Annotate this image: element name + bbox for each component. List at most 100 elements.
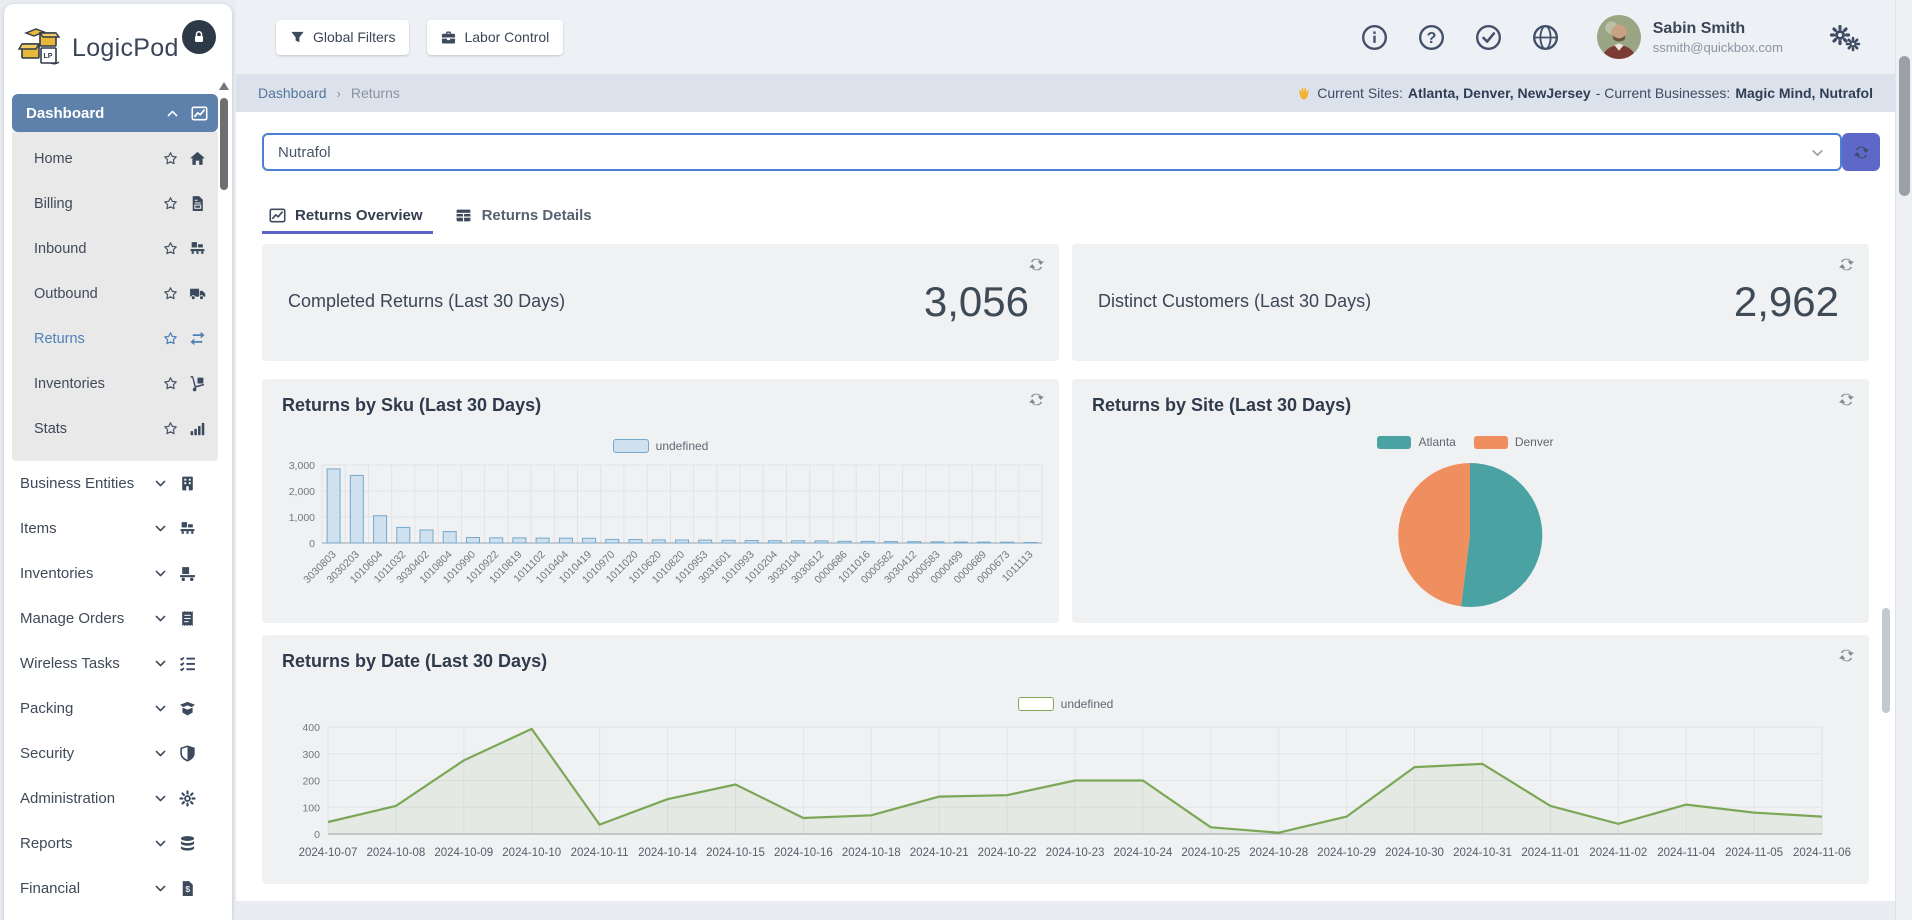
refresh-icon[interactable] [1028, 256, 1045, 273]
legend-label: Denver [1514, 435, 1554, 449]
sites-value: Atlanta, Denver, NewJersey [1407, 85, 1591, 101]
sidebar-item-returns[interactable]: Returns [12, 316, 218, 361]
favorite-star-icon[interactable] [161, 150, 179, 168]
tabs: Returns Overview Returns Details [262, 200, 602, 234]
sku-bar-chart[interactable]: 0 1,000 2,000 3,000 3030803 3030203 1010604 101… [270, 455, 1050, 619]
sidebar-scrollbar[interactable] [218, 82, 230, 920]
svg-text:2024-11-01: 2024-11-01 [1521, 847, 1579, 859]
labor-control-button[interactable]: Labor Control [427, 19, 564, 55]
select-refresh-button[interactable] [1842, 133, 1880, 171]
legend-item[interactable]: undefined [612, 439, 708, 453]
chevron-down-icon [151, 790, 169, 808]
favorite-star-icon[interactable] [161, 330, 179, 348]
user-menu[interactable]: Sabin Smith ssmith@quickbox.com [1596, 15, 1783, 59]
site-chart-legend: Atlanta Denver [1072, 435, 1869, 449]
item-label: Billing [34, 195, 73, 212]
header-right: ? Sabin Smith ssmith@quickbox.com [1361, 15, 1861, 59]
breadcrumb-current: Returns [350, 85, 400, 101]
chevron-down-icon [1808, 143, 1826, 161]
globe-icon[interactable] [1532, 24, 1559, 51]
refresh-icon[interactable] [1838, 391, 1855, 408]
scroll-up-arrow[interactable] [219, 82, 229, 90]
tab-returns-overview[interactable]: Returns Overview [262, 200, 433, 234]
sku-chart-legend: undefined [262, 439, 1059, 453]
refresh-icon[interactable] [1838, 647, 1855, 664]
favorite-star-icon[interactable] [161, 375, 179, 393]
date-chart-legend: undefined [262, 697, 1869, 711]
breadcrumb-parent[interactable]: Dashboard [258, 85, 327, 101]
main-content: Nutrafol Returns Overview Returns Details… [236, 112, 1895, 901]
legend-swatch [1017, 697, 1054, 711]
legend-swatch [1377, 435, 1412, 449]
refresh-icon[interactable] [1838, 256, 1855, 273]
sidebar-item-inventories[interactable]: Inventories [12, 361, 218, 406]
window-scrollbar[interactable] [1895, 0, 1912, 920]
sidebar-item-manage-orders[interactable]: Manage Orders [4, 596, 218, 641]
chart-title: Returns by Site (Last 30 Days) [1092, 395, 1352, 415]
settings-gears-icon[interactable] [1827, 22, 1861, 52]
item-label: Financial [20, 880, 81, 897]
sidebar-item-reports[interactable]: Reports [4, 821, 218, 866]
sidebar-scrollbar-thumb[interactable] [220, 98, 228, 190]
sidebar-item-inbound[interactable]: Inbound [12, 226, 218, 271]
lock-icon[interactable] [182, 20, 216, 54]
item-label: Returns [34, 330, 85, 347]
signal-bars-icon [188, 420, 206, 438]
legend-label: Atlanta [1418, 435, 1456, 449]
dolly-icon [188, 375, 206, 393]
card-distinct-customers: Distinct Customers (Last 30 Days) 2,962 [1072, 244, 1869, 361]
sidebar-item-wireless-tasks[interactable]: Wireless Tasks [4, 641, 218, 686]
svg-text:2024-10-21: 2024-10-21 [910, 847, 969, 859]
window-scrollbar-thumb[interactable] [1899, 56, 1910, 196]
chart-title: Returns by Date (Last 30 Days) [282, 651, 548, 671]
shield-icon [178, 745, 196, 763]
help-icon[interactable]: ? [1418, 24, 1445, 51]
sidebar-item-stats[interactable]: Stats [12, 406, 218, 451]
sidebar-section-dashboard[interactable]: Dashboard [12, 94, 218, 132]
sidebar-item-packing[interactable]: Packing [4, 686, 218, 731]
sidebar-item-financial[interactable]: Financial $ [4, 866, 218, 911]
svg-text:?: ? [1426, 28, 1436, 46]
sidebar-item-items[interactable]: Items [4, 506, 218, 551]
legend-item-atlanta[interactable]: Atlanta [1377, 435, 1456, 449]
check-circle-icon[interactable] [1475, 24, 1502, 51]
favorite-star-icon[interactable] [161, 240, 179, 258]
sidebar-item-outbound[interactable]: Outbound [12, 271, 218, 316]
sidebar-item-business-entities[interactable]: Business Entities [4, 461, 218, 506]
submenu-dashboard: Home Billing Inbound Outbound Returns Invento… [12, 132, 218, 461]
businesses-value: Magic Mind, Nutrafol [1735, 85, 1873, 101]
favorite-star-icon[interactable] [161, 195, 179, 213]
chart-line-icon [268, 207, 286, 225]
business-select[interactable]: Nutrafol [262, 133, 1842, 171]
site-pie-chart[interactable] [1375, 445, 1565, 623]
favorite-star-icon[interactable] [161, 420, 179, 438]
breadcrumb-bar: Dashboard › Returns Current Sites: Atlan… [236, 74, 1895, 112]
sidebar-item-billing[interactable]: Billing [12, 181, 218, 226]
item-label: Inventories [20, 565, 94, 582]
legend-label: undefined [1060, 697, 1114, 711]
tab-returns-details[interactable]: Returns Details [449, 200, 602, 234]
chevron-down-icon [151, 835, 169, 853]
item-label: Wireless Tasks [20, 655, 120, 672]
content-scrollbar-thumb[interactable] [1882, 608, 1890, 713]
refresh-icon[interactable] [1028, 391, 1045, 408]
favorite-star-icon[interactable] [161, 285, 179, 303]
sidebar-item-home[interactable]: Home [12, 136, 218, 181]
task-list-icon [178, 655, 196, 673]
item-label: Items [20, 520, 57, 537]
item-label: Inventories [34, 375, 105, 392]
date-line-chart[interactable]: 0 100 200 300 400 2024-10-07 2024-10-08 2024-10… [272, 719, 1860, 877]
global-filters-button[interactable]: Global Filters [276, 19, 410, 55]
briefcase-icon [441, 30, 456, 45]
sidebar-item-inventories[interactable]: Inventories [4, 551, 218, 596]
svg-text:400: 400 [302, 722, 320, 734]
legend-item[interactable]: undefined [1017, 697, 1114, 711]
building-icon [178, 475, 196, 493]
sidebar-item-security[interactable]: Security [4, 731, 218, 776]
legend-item-denver[interactable]: Denver [1473, 435, 1554, 449]
item-label: Administration [20, 790, 116, 807]
svg-text:$: $ [185, 884, 190, 894]
sidebar-item-administration[interactable]: Administration [4, 776, 218, 821]
item-label: Security [20, 745, 75, 762]
info-icon[interactable] [1361, 24, 1388, 51]
